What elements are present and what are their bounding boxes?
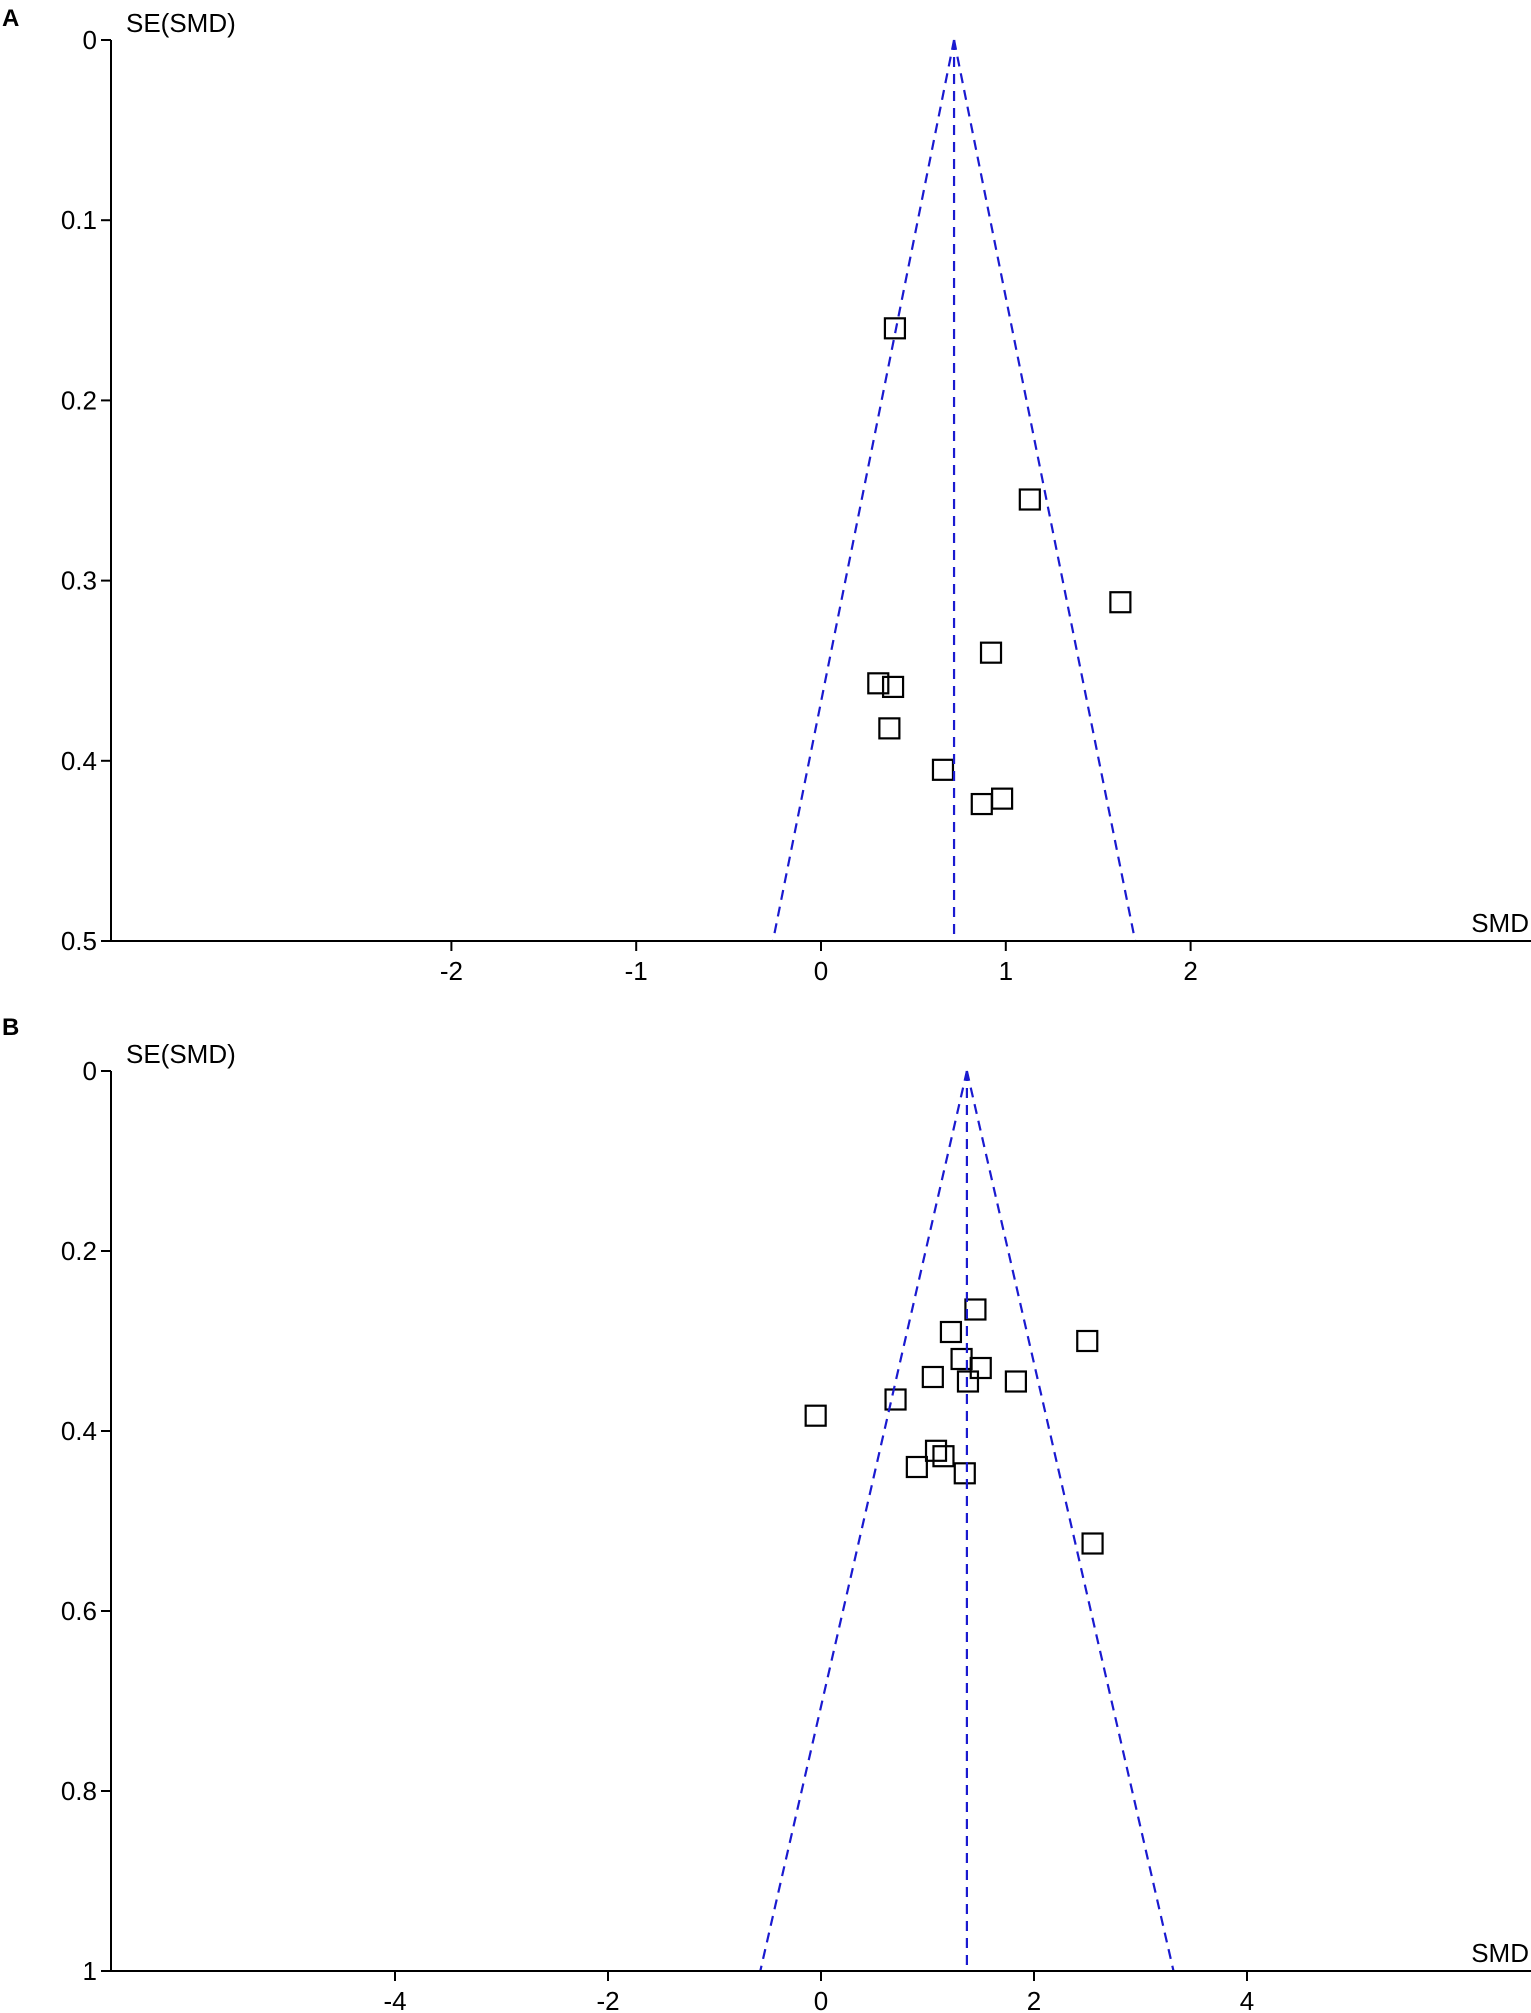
panel-a-x-tick-label: -1 — [625, 956, 648, 986]
panel-b-study-point — [950, 1347, 973, 1371]
panel-a-funnel — [771, 39, 1137, 942]
panel-a-study-point — [970, 792, 993, 816]
panel-b-label: B — [2, 1014, 19, 1041]
panel-a-study-point — [1109, 591, 1132, 614]
panel-b-y-tick-label: 0 — [83, 1056, 97, 1086]
panel-a-study-point — [883, 317, 907, 340]
panel-a-study-point — [931, 758, 955, 781]
panel-b-funnel-left-limit — [759, 1070, 968, 1972]
panel-a-y-tick-label: 0.5 — [61, 926, 97, 956]
panel-a-study-point — [878, 717, 901, 740]
panel-a-funnel-right-limit — [952, 39, 1137, 942]
panel-b-study-point — [804, 1404, 827, 1427]
panel-a-y-tick-label: 0.2 — [61, 385, 97, 415]
panel-b-study-point — [953, 1462, 976, 1485]
panel-a-points — [867, 317, 1132, 816]
panel-b-funnel — [759, 1070, 1175, 1972]
panel-a-x-tick-label: 2 — [1183, 956, 1197, 986]
panel-a-x-tick-label: -2 — [440, 956, 463, 986]
panel-b-funnel-right-limit — [965, 1070, 1175, 1972]
panel-a-study-point — [881, 675, 905, 699]
panel-a-x-tick-label: 0 — [814, 956, 828, 986]
panel-b: B SE(SMD) SMD 0 0.2 0.4 0.6 0.8 1 -4 -2 0 2 4 — [2, 1014, 1531, 2013]
panel-b-study-point — [969, 1356, 992, 1380]
panel-a-x-axis-title: SMD — [1471, 908, 1529, 938]
panel-b-study-point — [1004, 1370, 1027, 1393]
panel-a-axes: SE(SMD) SMD 0 0.1 0.2 0.3 0.4 0.5 -2 -1 0 1 2 — [61, 8, 1531, 986]
panel-a-study-point — [867, 672, 890, 695]
panel-a: A SE(SMD) SMD 0 0.1 0.2 0.3 0.4 0.5 -2 -1 0 1 2 — [2, 5, 1531, 986]
panel-a-y-tick-label: 0.4 — [61, 746, 97, 776]
panel-b-study-point — [1081, 1532, 1104, 1555]
panel-a-funnel-left-limit — [771, 39, 956, 942]
panel-a-study-point — [991, 787, 1014, 810]
panel-a-y-axis-title: SE(SMD) — [126, 8, 236, 38]
panel-a-x-tick-label: 1 — [999, 956, 1013, 986]
panel-b-y-tick-label: 0.4 — [61, 1416, 97, 1446]
panel-b-study-point — [921, 1365, 944, 1389]
panel-b-axes: SE(SMD) SMD 0 0.2 0.4 0.6 0.8 1 -4 -2 0 2 4 — [61, 1039, 1531, 2013]
panel-a-y-tick-label: 0.3 — [61, 566, 97, 596]
panel-b-study-point — [884, 1388, 907, 1411]
panel-a-study-point — [1018, 488, 1041, 511]
panel-b-x-tick-label: 4 — [1240, 1986, 1254, 2013]
panel-b-x-tick-label: 0 — [814, 1986, 828, 2013]
panel-b-x-axis-title: SMD — [1471, 1938, 1529, 1968]
panel-b-study-point — [1076, 1329, 1099, 1353]
panel-b-study-point — [964, 1298, 987, 1321]
panel-b-study-point — [924, 1439, 948, 1462]
panel-a-study-point — [979, 641, 1003, 664]
panel-b-y-tick-label: 0.6 — [61, 1596, 97, 1626]
panel-b-y-tick-label: 0.8 — [61, 1776, 97, 1806]
panel-b-study-point — [905, 1455, 928, 1479]
panel-a-y-tick-label: 0 — [83, 25, 97, 55]
panel-a-label: A — [2, 5, 19, 32]
panel-b-x-tick-label: -2 — [596, 1986, 619, 2013]
panel-b-study-point — [932, 1445, 955, 1468]
panel-b-points — [804, 1298, 1104, 1555]
panel-b-study-point — [939, 1320, 963, 1344]
panel-b-y-tick-label: 1 — [83, 1956, 97, 1986]
panel-a-y-tick-label: 0.1 — [61, 205, 97, 235]
panel-b-y-tick-label: 0.2 — [61, 1236, 97, 1266]
panel-b-x-tick-label: -4 — [383, 1986, 406, 2013]
panel-b-study-point — [956, 1370, 980, 1393]
panel-b-x-tick-label: 2 — [1027, 1986, 1041, 2013]
panel-b-y-axis-title: SE(SMD) — [126, 1039, 236, 1069]
